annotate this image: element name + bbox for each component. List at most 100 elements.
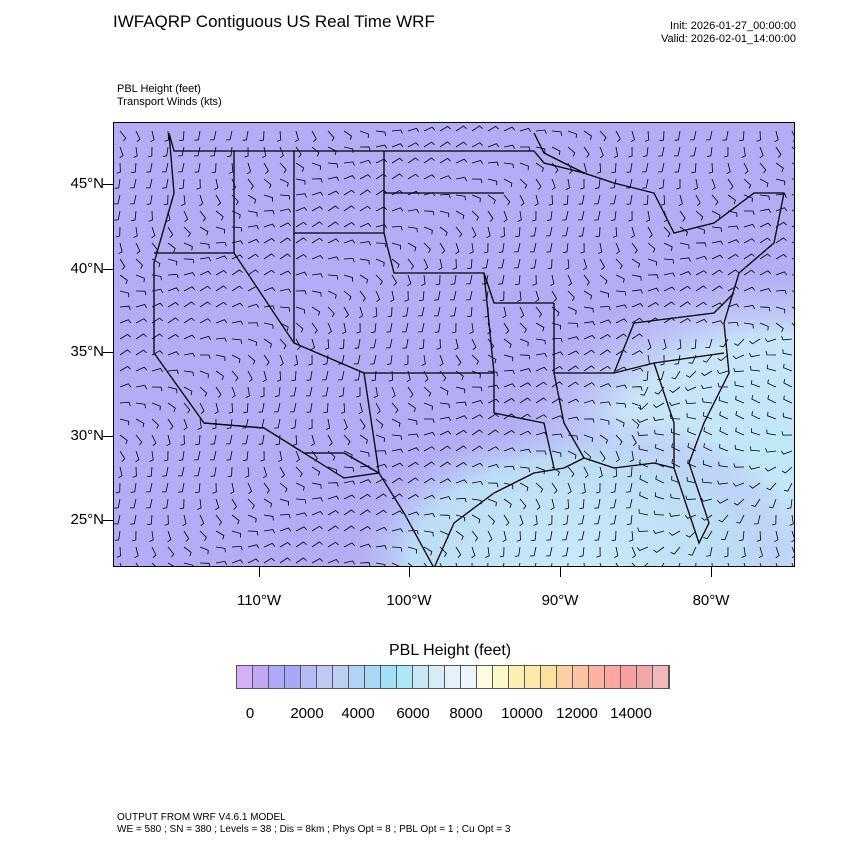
wind-barb	[695, 270, 707, 276]
wind-barb	[386, 322, 393, 333]
wind-barb	[471, 226, 477, 239]
wind-barb	[116, 546, 121, 558]
wind-barb	[214, 402, 219, 415]
wind-barb	[343, 239, 356, 244]
wind-barb	[503, 144, 515, 149]
wind-barb	[567, 146, 576, 157]
wind-barb	[670, 493, 681, 500]
wind-barb	[135, 242, 141, 255]
wind-barb	[519, 306, 525, 319]
wind-barb	[450, 306, 457, 317]
wind-barb	[231, 178, 237, 191]
wind-barb	[391, 546, 403, 552]
wind-barb	[343, 146, 354, 153]
wind-barb	[263, 223, 276, 228]
wind-barb	[455, 530, 464, 541]
wind-barb	[403, 354, 409, 366]
wind-barb	[759, 562, 762, 566]
wind-barb	[658, 178, 665, 189]
wind-barb	[743, 238, 755, 244]
wind-barb	[327, 495, 340, 500]
wind-barb	[534, 562, 537, 566]
wind-barb	[535, 306, 542, 318]
wind-barb	[135, 366, 148, 372]
wind-barb	[327, 466, 337, 474]
wind-barb	[119, 562, 122, 566]
wind-barb	[653, 510, 665, 516]
wind-barb	[471, 462, 484, 468]
wind-barb	[564, 498, 570, 510]
wind-barb	[263, 194, 274, 202]
wind-barb	[279, 498, 290, 506]
wind-barb	[114, 514, 121, 525]
wind-barb	[162, 146, 169, 157]
wind-barb	[279, 354, 284, 367]
wind-barb	[212, 482, 217, 494]
wind-barb	[391, 225, 403, 231]
wind-barb	[565, 258, 570, 270]
wind-barb	[167, 242, 176, 253]
wind-barb	[226, 418, 233, 429]
wind-barb	[583, 321, 595, 326]
wind-barb	[631, 562, 636, 566]
wind-barb	[195, 482, 201, 493]
wind-barb	[166, 210, 171, 223]
wind-barb	[503, 413, 515, 420]
wind-barb	[644, 562, 649, 566]
colorbar-box	[365, 666, 381, 688]
wind-barb	[750, 428, 761, 436]
wind-barb	[615, 290, 627, 296]
wind-barb	[611, 530, 617, 542]
wind-barb	[551, 306, 560, 317]
wind-barb	[167, 317, 179, 324]
wind-barb	[471, 178, 483, 184]
wind-barb	[636, 546, 649, 551]
wind-barb	[183, 317, 195, 324]
wind-barb	[404, 290, 409, 302]
wind-barb	[535, 498, 541, 511]
wind-barb	[631, 242, 638, 254]
wind-barb	[199, 270, 212, 276]
wind-barb	[791, 562, 794, 566]
wind-barb	[531, 210, 537, 222]
wind-barb	[615, 258, 623, 270]
colorbar-label: 0	[245, 705, 255, 722]
wind-barb	[695, 255, 708, 260]
wind-barb	[115, 226, 121, 238]
wind-barb	[295, 193, 307, 198]
wind-barb	[130, 482, 137, 493]
wind-barb	[626, 514, 633, 525]
wind-barb	[295, 498, 307, 504]
wind-barb	[375, 418, 384, 429]
wind-barb	[583, 466, 589, 478]
colorbar-box	[589, 666, 605, 688]
wind-barb	[327, 238, 339, 244]
wind-barb	[455, 141, 467, 148]
wind-barb	[679, 242, 690, 249]
wind-barb	[518, 562, 521, 566]
wind-barb	[487, 384, 499, 390]
wind-barb	[638, 444, 649, 452]
wind-barb	[178, 482, 185, 493]
wind-barb	[343, 542, 355, 548]
wind-barb	[519, 162, 529, 171]
wind-barb	[375, 478, 387, 484]
wind-barb	[182, 514, 187, 527]
wind-barb	[684, 386, 697, 392]
wind-barb	[487, 370, 498, 377]
wind-barb	[358, 402, 363, 415]
wind-barb	[659, 130, 665, 142]
wind-barb	[167, 287, 180, 292]
wind-barb	[483, 242, 489, 254]
wind-barb	[167, 369, 179, 374]
wind-barb	[119, 365, 131, 372]
wind-barb	[179, 130, 185, 142]
wind-barb	[135, 274, 145, 283]
lat-label: 25°N	[70, 511, 104, 528]
wind-barb	[290, 418, 297, 429]
wind-barb	[359, 562, 371, 566]
wind-barb	[130, 514, 137, 525]
wind-barb	[671, 459, 681, 468]
wind-barb	[167, 273, 179, 279]
wind-barb	[359, 174, 371, 180]
